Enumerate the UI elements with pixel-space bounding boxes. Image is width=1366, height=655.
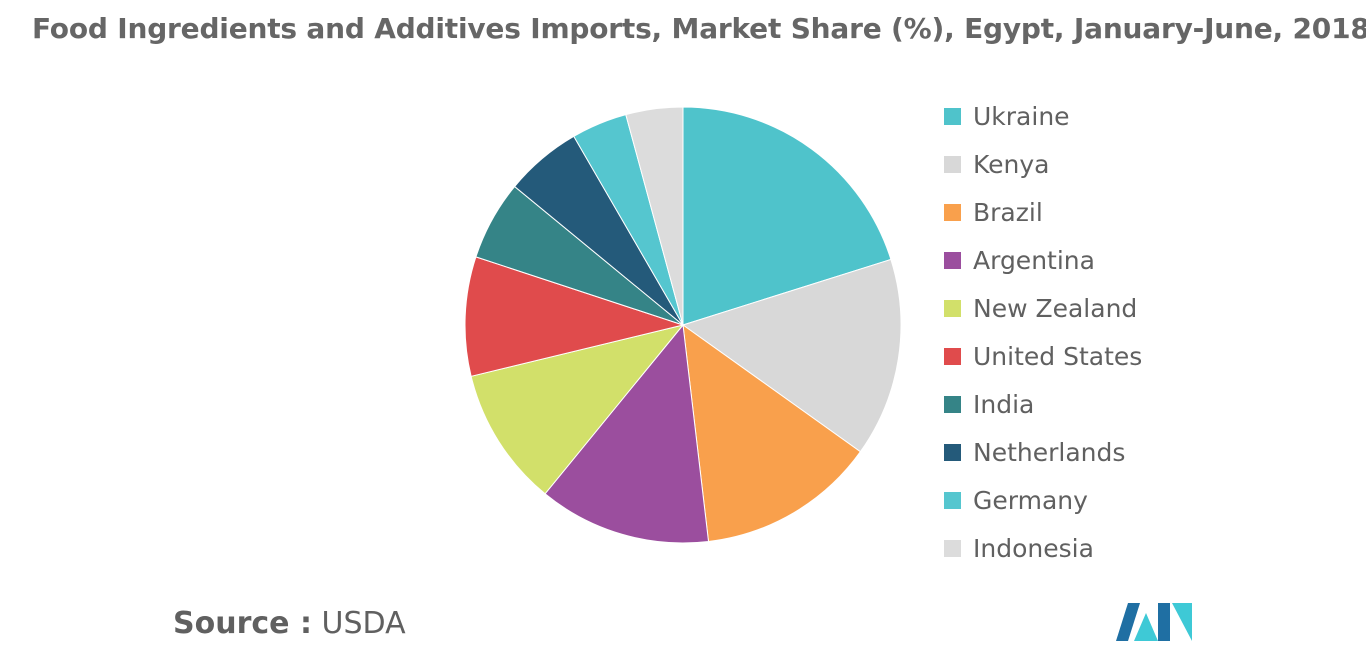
pie-slice-indonesia xyxy=(625,106,684,326)
legend-item-indonesia: Indonesia xyxy=(944,524,1142,572)
legend-item-argentina: Argentina xyxy=(944,236,1142,284)
legend-label: Germany xyxy=(973,485,1088,515)
legend-item-new-zealand: New Zealand xyxy=(944,284,1142,332)
legend-item-india: India xyxy=(944,380,1142,428)
legend-swatch xyxy=(944,299,961,317)
legend-item-germany: Germany xyxy=(944,476,1142,524)
legend-swatch xyxy=(944,203,961,221)
legend-label: New Zealand xyxy=(973,293,1138,323)
legend-swatch xyxy=(944,107,961,125)
legend-label: Indonesia xyxy=(973,533,1094,563)
legend-swatch xyxy=(944,491,961,509)
pie-slice-new-zealand xyxy=(470,324,685,495)
mordor-intelligence-logo xyxy=(1116,603,1192,641)
legend-swatch xyxy=(944,155,961,173)
pie-slice-kenya xyxy=(681,258,902,453)
legend-item-brazil: Brazil xyxy=(944,188,1142,236)
pie-slice-brazil xyxy=(682,323,862,543)
source-value: USDA xyxy=(321,606,406,641)
legend-swatch xyxy=(944,395,961,413)
legend-swatch xyxy=(944,251,961,269)
logo-left-shape xyxy=(1116,603,1140,641)
logo-far-right-shape xyxy=(1172,603,1192,641)
legend-label: United States xyxy=(973,341,1143,371)
chart-legend: Ukraine Kenya Brazil Argentina New Zealand Un… xyxy=(944,92,1142,572)
legend-item-netherlands: Netherlands xyxy=(944,428,1142,476)
legend-label: India xyxy=(973,389,1035,419)
logo-middle-shape xyxy=(1134,613,1158,641)
pie-slice-united-states xyxy=(464,256,685,377)
legend-swatch xyxy=(944,443,961,461)
legend-item-kenya: Kenya xyxy=(944,140,1142,188)
legend-label: Brazil xyxy=(973,197,1043,227)
legend-label: Ukraine xyxy=(973,101,1070,131)
legend-swatch xyxy=(944,539,961,557)
logo-right-shape xyxy=(1158,603,1170,641)
pie-slice-ukraine xyxy=(682,106,892,326)
legend-label: Kenya xyxy=(973,149,1050,179)
pie-slice-argentina xyxy=(544,323,710,544)
source-label: Source : xyxy=(173,606,312,641)
legend-item-united-states: United States xyxy=(944,332,1142,380)
legend-label: Netherlands xyxy=(973,437,1126,467)
legend-swatch xyxy=(944,347,961,365)
legend-item-ukraine: Ukraine xyxy=(944,92,1142,140)
chart-title: Food Ingredients and Additives Imports, … xyxy=(32,12,1366,45)
source-note: Source : USDA xyxy=(173,606,406,641)
legend-label: Argentina xyxy=(973,245,1095,275)
